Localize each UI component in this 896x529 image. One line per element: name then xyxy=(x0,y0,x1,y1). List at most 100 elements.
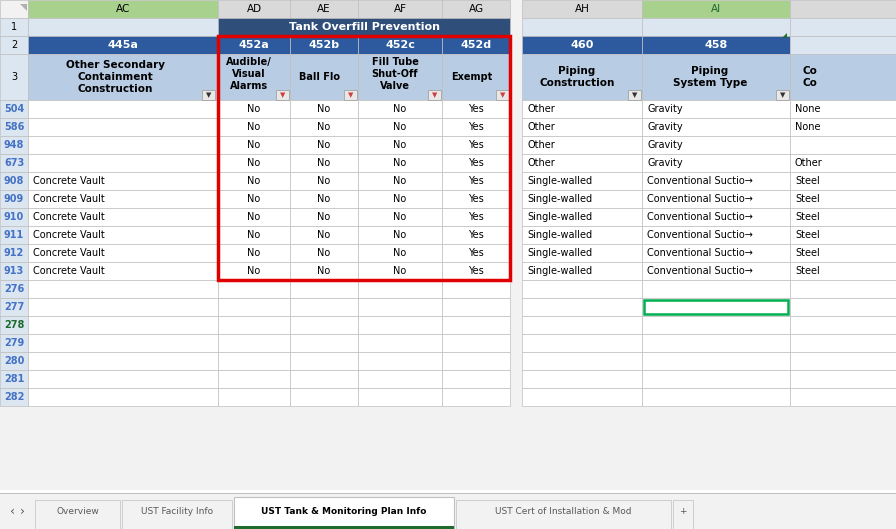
Bar xyxy=(0,493,896,494)
Bar xyxy=(218,244,290,262)
Text: Conventional Suctio→: Conventional Suctio→ xyxy=(647,176,753,186)
Bar xyxy=(0,0,28,18)
Bar xyxy=(642,0,790,18)
Text: ▼: ▼ xyxy=(632,92,637,98)
Bar xyxy=(290,100,358,118)
Text: No: No xyxy=(247,176,261,186)
Bar xyxy=(790,118,896,136)
Bar xyxy=(442,262,510,280)
Text: UST Cert of Installation & Mod: UST Cert of Installation & Mod xyxy=(495,507,632,516)
Bar xyxy=(28,190,218,208)
Text: No: No xyxy=(393,176,407,186)
Bar xyxy=(642,190,790,208)
Bar xyxy=(358,154,442,172)
Text: 276: 276 xyxy=(4,284,24,294)
Bar xyxy=(28,18,218,36)
Bar xyxy=(358,172,442,190)
Bar xyxy=(790,244,896,262)
Text: 908: 908 xyxy=(4,176,24,186)
Bar xyxy=(358,298,442,316)
Bar xyxy=(0,100,28,118)
Text: Yes: Yes xyxy=(468,248,484,258)
Bar xyxy=(790,370,896,388)
Text: ▼: ▼ xyxy=(206,92,211,98)
Bar xyxy=(790,388,896,406)
Bar xyxy=(642,54,790,100)
Text: Conventional Suctio→: Conventional Suctio→ xyxy=(647,230,753,240)
Bar xyxy=(0,190,28,208)
Text: 912: 912 xyxy=(4,248,24,258)
Bar xyxy=(522,54,642,100)
Text: Gravity: Gravity xyxy=(647,122,683,132)
Text: 3: 3 xyxy=(11,72,17,82)
Bar xyxy=(642,334,790,352)
Bar xyxy=(290,136,358,154)
Bar xyxy=(790,208,896,226)
Text: Exempt: Exempt xyxy=(452,72,493,82)
Text: 452c: 452c xyxy=(385,40,415,50)
Bar xyxy=(0,370,28,388)
Bar xyxy=(642,370,790,388)
Bar xyxy=(442,0,510,18)
Bar xyxy=(442,370,510,388)
Bar xyxy=(790,352,896,370)
Text: Single-walled: Single-walled xyxy=(527,194,592,204)
Bar xyxy=(0,172,28,190)
Text: 460: 460 xyxy=(571,40,594,50)
Bar xyxy=(428,90,441,100)
Text: ▼: ▼ xyxy=(280,92,285,98)
Polygon shape xyxy=(20,4,27,11)
Text: 673: 673 xyxy=(4,158,24,168)
Bar xyxy=(28,54,218,100)
Bar xyxy=(790,36,896,54)
Bar xyxy=(35,500,120,529)
Text: Single-walled: Single-walled xyxy=(527,230,592,240)
Text: No: No xyxy=(393,230,407,240)
Bar xyxy=(522,18,642,36)
Text: Ball Flo: Ball Flo xyxy=(298,72,340,82)
Bar xyxy=(28,280,218,298)
Bar xyxy=(218,208,290,226)
Bar xyxy=(442,190,510,208)
Bar xyxy=(522,190,642,208)
Bar xyxy=(218,54,290,100)
Text: No: No xyxy=(393,122,407,132)
Text: Concrete Vault: Concrete Vault xyxy=(33,230,105,240)
Text: Piping
System Type: Piping System Type xyxy=(673,66,747,88)
Bar xyxy=(218,262,290,280)
Bar xyxy=(218,118,290,136)
Bar xyxy=(442,100,510,118)
Bar xyxy=(642,118,790,136)
Bar xyxy=(28,154,218,172)
Bar xyxy=(28,226,218,244)
Bar xyxy=(0,262,28,280)
Bar xyxy=(642,100,790,118)
Bar xyxy=(0,298,28,316)
Bar xyxy=(442,244,510,262)
Bar xyxy=(218,136,290,154)
Text: Concrete Vault: Concrete Vault xyxy=(33,176,105,186)
Text: Steel: Steel xyxy=(795,176,820,186)
Text: Conventional Suctio→: Conventional Suctio→ xyxy=(647,194,753,204)
Bar xyxy=(522,154,642,172)
Bar xyxy=(522,316,642,334)
Bar xyxy=(234,526,454,529)
Bar xyxy=(344,90,357,100)
Bar xyxy=(218,0,290,18)
Bar xyxy=(790,100,896,118)
Text: AG: AG xyxy=(469,4,484,14)
Bar xyxy=(790,18,896,36)
Text: No: No xyxy=(247,248,261,258)
Bar xyxy=(218,334,290,352)
Polygon shape xyxy=(502,33,507,38)
Text: ▼: ▼ xyxy=(348,92,353,98)
Text: Concrete Vault: Concrete Vault xyxy=(33,248,105,258)
Text: +: + xyxy=(679,507,686,516)
Text: Steel: Steel xyxy=(795,230,820,240)
Bar xyxy=(790,154,896,172)
Text: No: No xyxy=(393,266,407,276)
Bar xyxy=(358,0,442,18)
Text: ▼: ▼ xyxy=(500,92,505,98)
Bar xyxy=(642,154,790,172)
Bar xyxy=(218,298,290,316)
